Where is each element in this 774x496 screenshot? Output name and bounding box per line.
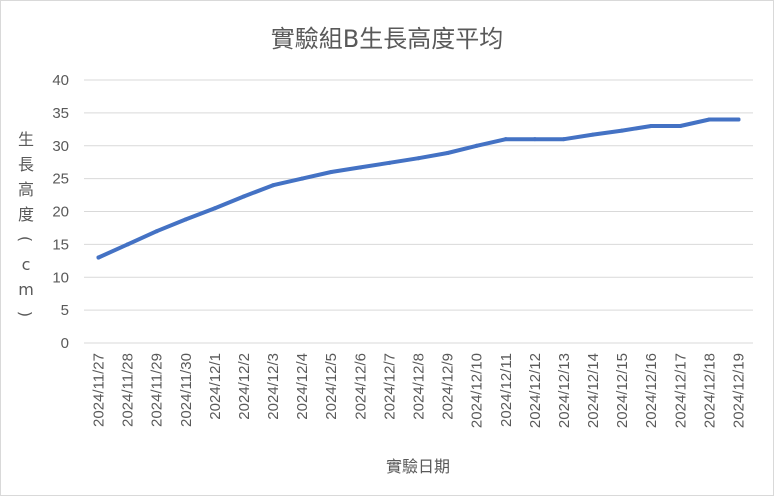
data-point bbox=[620, 128, 625, 133]
x-tick-label: 2024/12/19 bbox=[730, 353, 747, 428]
data-point bbox=[561, 137, 566, 142]
y-tick-label: 0 bbox=[61, 335, 69, 352]
x-tick-label: 2024/12/13 bbox=[556, 353, 573, 428]
data-point bbox=[212, 206, 217, 211]
y-axis-label-char: c bbox=[22, 255, 31, 274]
data-point bbox=[271, 183, 276, 188]
y-tick-label: 40 bbox=[52, 72, 69, 89]
data-point bbox=[329, 170, 334, 175]
data-point bbox=[736, 117, 741, 122]
x-tick-label: 2024/11/27 bbox=[91, 353, 108, 427]
chart-title: 實驗組B生長高度平均 bbox=[271, 25, 503, 53]
y-axis-label-char: 長 bbox=[18, 155, 34, 174]
data-point bbox=[532, 137, 537, 142]
x-tick-label: 2024/12/7 bbox=[381, 353, 398, 420]
x-tick-label: 2024/12/1 bbox=[207, 353, 224, 420]
x-tick-label: 2024/12/12 bbox=[527, 353, 544, 428]
data-point bbox=[678, 124, 683, 129]
series-lines bbox=[96, 117, 741, 260]
data-point bbox=[154, 229, 159, 234]
x-tick-label: 2024/12/15 bbox=[614, 353, 631, 428]
gridlines bbox=[84, 79, 753, 344]
y-axis-label-char: ( bbox=[16, 236, 35, 242]
x-axis-tick-labels: 2024/11/27 2024/11/28 2024/11/29 2024/11/30… bbox=[91, 353, 748, 428]
y-axis-label-char: m bbox=[18, 280, 34, 299]
data-point bbox=[183, 217, 188, 222]
data-point bbox=[96, 255, 101, 260]
data-point bbox=[503, 137, 508, 142]
series-points bbox=[96, 117, 741, 260]
data-point bbox=[707, 117, 712, 122]
x-tick-label: 2024/12/14 bbox=[585, 353, 602, 428]
y-axis-label-char: 生 bbox=[18, 130, 34, 149]
x-tick-label: 2024/12/17 bbox=[672, 353, 689, 428]
data-point bbox=[474, 143, 479, 148]
y-tick-label: 20 bbox=[52, 204, 69, 221]
x-tick-label: 2024/12/5 bbox=[323, 353, 340, 420]
x-tick-label: 2024/12/3 bbox=[265, 353, 282, 420]
y-axis-label-char: 度 bbox=[18, 205, 34, 224]
y-tick-label: 25 bbox=[52, 171, 69, 188]
data-point bbox=[300, 176, 305, 181]
y-tick-label: 5 bbox=[61, 302, 69, 319]
data-point bbox=[358, 165, 363, 170]
data-point bbox=[125, 242, 130, 247]
y-tick-label: 30 bbox=[52, 138, 69, 155]
x-tick-label: 2024/11/30 bbox=[178, 353, 195, 427]
x-tick-label: 2024/12/11 bbox=[498, 353, 515, 427]
x-tick-label: 2024/12/8 bbox=[411, 353, 428, 420]
x-tick-label: 2024/12/18 bbox=[701, 353, 718, 428]
data-point bbox=[445, 150, 450, 155]
y-axis-label: 生長高度 ( cm) bbox=[16, 130, 35, 317]
x-tick-label: 2024/11/29 bbox=[149, 353, 166, 427]
x-tick-label: 2024/12/6 bbox=[352, 353, 369, 420]
y-tick-label: 15 bbox=[52, 236, 69, 253]
x-tick-label: 2024/12/2 bbox=[236, 353, 253, 420]
data-point bbox=[416, 156, 421, 161]
x-tick-label: 2024/12/9 bbox=[440, 353, 457, 420]
data-point bbox=[649, 124, 654, 129]
x-axis-label: 實驗日期 bbox=[386, 457, 450, 476]
series-line bbox=[96, 117, 741, 260]
data-point bbox=[241, 194, 246, 199]
y-axis-label-char: ) bbox=[16, 311, 35, 317]
y-axis-tick-labels: 0 5 10 15 20 25 30 35 40 bbox=[52, 72, 69, 352]
data-point bbox=[591, 132, 596, 137]
x-tick-label: 2024/11/28 bbox=[120, 353, 137, 427]
x-tick-label: 2024/12/10 bbox=[469, 353, 486, 428]
data-point bbox=[387, 160, 392, 165]
y-axis-label-char: 高 bbox=[18, 180, 34, 199]
x-tick-label: 2024/12/4 bbox=[294, 353, 311, 420]
x-tick-label: 2024/12/16 bbox=[643, 353, 660, 428]
y-tick-label: 35 bbox=[52, 105, 69, 122]
y-tick-label: 10 bbox=[52, 269, 69, 286]
